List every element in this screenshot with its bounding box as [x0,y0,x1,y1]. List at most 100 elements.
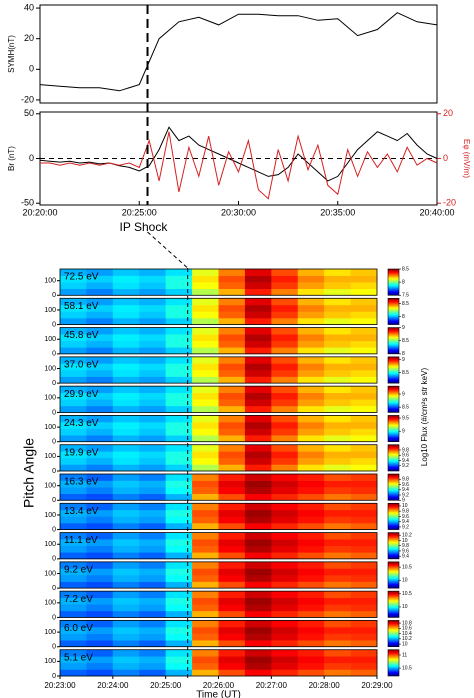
energy-label: 6.0 eV [64,623,93,634]
heatmap-cell [112,581,140,589]
heatmap-cell [244,386,272,394]
heatmap-cell [60,493,87,501]
heatmap-cell [86,464,114,472]
heatmap-cell [324,399,351,407]
heatmap-cell [86,523,114,530]
heatmap-cell [86,545,114,553]
heatmap-cell [192,444,219,452]
heatmap-cell [139,539,166,547]
heatmap-cell [218,415,246,423]
heatmap-cell [192,428,219,436]
heatmap-cell [112,405,140,413]
heatmap-cell [324,620,351,628]
heatmap-cell [112,539,140,547]
x-tick-label: 20:35:00 [320,207,355,217]
heatmap-cell [60,561,87,569]
colorbar [387,444,400,472]
heatmap-cell [218,545,246,553]
colorbar-tick-label: 8.5 [402,404,409,410]
heatmap-cell [60,347,87,355]
y-tick-label: 100 [44,365,56,372]
heatmap-cell [324,604,351,612]
heatmap-cell [112,503,140,511]
colorbar [387,502,400,530]
heatmap-cell [350,581,378,589]
heatmap-cell [244,311,272,319]
heatmap-cell [297,532,325,540]
heatmap-cell [165,575,193,582]
heatmap-cell [112,669,140,677]
heatmap-cell [112,591,140,599]
strip [60,503,378,530]
y-tick-label: 0 [52,321,56,328]
y-tick-label: 0 [52,497,56,504]
heatmap-cell [86,633,114,641]
heatmap-cell [297,405,325,413]
heatmap-cell [60,669,87,677]
heatmap-cell [350,340,378,348]
heatmap-cell [192,591,219,599]
colorbar-tick-label: 9.6 [402,514,409,520]
heatmap-cell [60,363,87,371]
colorbar-tick-label: 9.8 [402,508,409,514]
heatmap-cell [112,604,140,612]
heatmap-cell [350,444,378,452]
heatmap-cell [350,356,378,364]
heatmap-cell [86,392,114,400]
heatmap-cell [271,415,299,423]
heatmap-cell [139,392,166,400]
heatmap-cell [112,640,140,648]
heatmap-cell [218,516,246,524]
heatmap-cell [297,552,325,560]
data-line [40,131,438,200]
colorbar-tick-label: 9.4 [402,458,409,464]
colorbar-tick-label: 9 [402,391,405,397]
heatmap-cell [244,304,272,312]
heatmap-cell [112,435,140,443]
heatmap-cell [271,487,299,495]
heatmap-cell [165,545,193,553]
heatmap-cell [218,457,246,465]
heatmap-cell [165,597,193,605]
energy-label: 11.1 eV [64,535,98,546]
colorbar-tick-label: 9.4 [402,519,409,525]
energy-label: 9.2 eV [64,564,93,575]
heatmap-cell [218,640,246,648]
y-tick-label: -50 [21,198,34,208]
heatmap-cell [165,568,193,576]
heatmap-cell [60,604,87,612]
heatmap-cell [297,669,325,677]
heatmap-cell [112,487,140,495]
heatmap-cell [244,370,272,377]
heatmap-cell [165,288,193,296]
heatmap-cell [218,591,246,599]
heatmap-cell [112,399,140,407]
heatmap-cell [165,269,193,276]
y-tick-label: 100 [44,570,56,577]
heatmap-cell [350,503,378,511]
heatmap-cell [139,487,166,495]
heatmap-cell [271,304,299,312]
heatmap-cell [112,370,140,377]
heatmap-cell [165,523,193,530]
heatmap-cell [297,376,325,384]
heatmap-cell [86,422,114,429]
heatmap-cell [165,604,193,612]
heatmap-cell [218,282,246,290]
heatmap-cell [324,347,351,355]
heatmap-cell [218,552,246,560]
heatmap-cell [165,503,193,511]
heatmap-cell [324,435,351,443]
heatmap-cell [165,561,193,569]
heatmap-cell [244,487,272,495]
heatmap-cell [192,649,219,657]
heatmap-cell [244,444,272,452]
heatmap-cell [86,640,114,648]
heatmap-cell [271,575,299,582]
heatmap-cell [271,376,299,384]
heatmap-cell [60,568,87,576]
heatmap-cell [86,474,114,481]
heatmap-cell [165,451,193,459]
y-axis-label: Br (nT) [7,146,16,171]
heatmap-cell [165,610,193,618]
